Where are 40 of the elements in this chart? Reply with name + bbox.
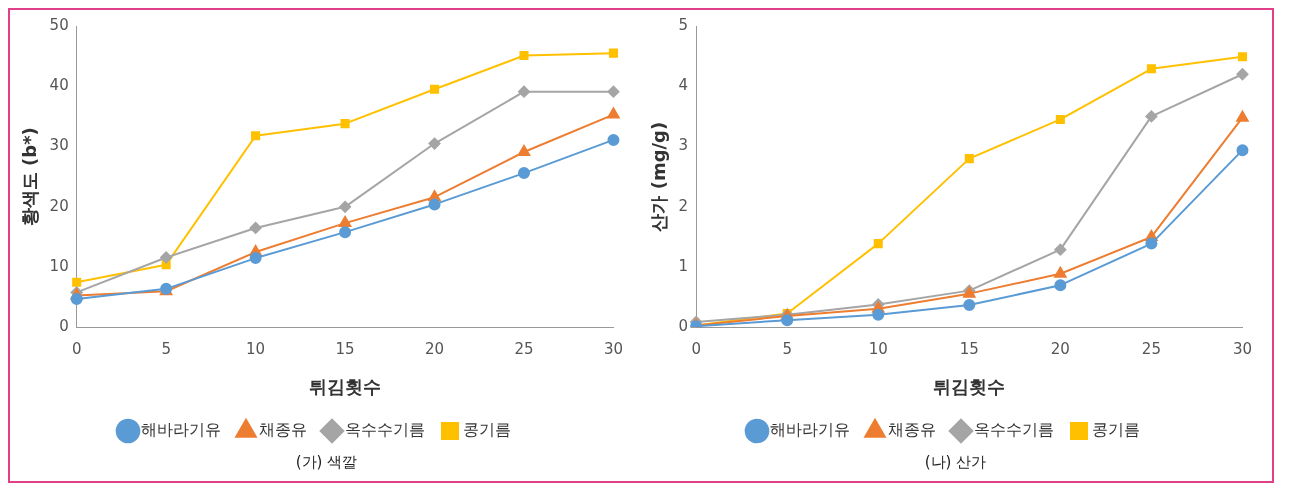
y-tick-label: 10: [49, 257, 69, 276]
y-tick-label: 0: [58, 317, 69, 336]
x-tick-label: 5: [160, 340, 171, 359]
x-axis-title: 튀김횟수: [308, 375, 381, 397]
x-tick-label: 10: [245, 340, 265, 359]
y-tick-label: 3: [678, 136, 688, 155]
y-tick-label: 40: [49, 76, 69, 95]
legend-label: 채종유: [887, 420, 936, 440]
x-tick-label: 0: [71, 340, 81, 359]
x-tick-label: 30: [603, 340, 623, 359]
y-tick-label: 5: [678, 15, 688, 34]
x-tick-label: 0: [690, 340, 701, 359]
x-tick-label: 25: [1141, 340, 1161, 359]
y-tick-label: 50: [49, 15, 69, 34]
y-tick-label: 2: [678, 196, 688, 215]
x-tick-label: 25: [513, 340, 534, 359]
legend-label: 옥수수기름: [344, 420, 425, 440]
y-axis-title: 황색도 (b*): [18, 127, 40, 227]
y-axis-title: 산가 (mg/g): [647, 121, 669, 232]
y-tick-label: 1: [678, 257, 688, 276]
x-tick-label: 15: [959, 340, 979, 359]
y-tick-label: 4: [678, 76, 688, 95]
y-tick-label: 0: [678, 317, 688, 336]
legend-label: 해바라기유: [140, 420, 221, 440]
text: (가) 색깔: [295, 453, 358, 472]
text: (나) 산가: [924, 453, 987, 472]
y-tick-label: 20: [49, 196, 69, 215]
x-tick-label: 20: [1050, 340, 1070, 359]
legend-label: 콩기름: [462, 420, 511, 440]
x-tick-label: 20: [424, 340, 444, 359]
x-tick-label: 5: [781, 340, 792, 359]
x-axis-title: 튀김횟수: [932, 375, 1005, 397]
x-tick-label: 30: [1232, 340, 1252, 359]
legend-label: 채종유: [258, 420, 307, 440]
x-tick-label: 15: [335, 340, 355, 359]
x-tick-label: 10: [868, 340, 888, 359]
y-tick-label: 30: [49, 136, 69, 155]
legend-label: 옥수수기름: [973, 420, 1054, 440]
legend-label: 콩기름: [1091, 420, 1140, 440]
legend-label: 해바라기유: [769, 420, 850, 440]
